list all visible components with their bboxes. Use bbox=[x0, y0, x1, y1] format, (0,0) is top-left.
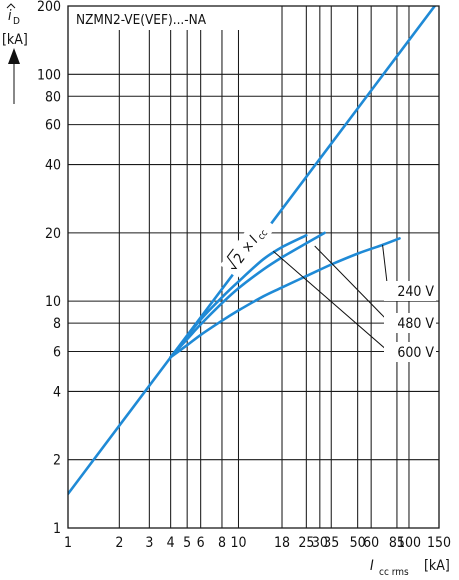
y-axis-sub: D bbox=[13, 16, 20, 27]
label-480-bg bbox=[384, 313, 436, 333]
label-600-bg bbox=[384, 342, 436, 362]
x-tick-label: 4 bbox=[167, 535, 175, 551]
x-tick-label: 85 bbox=[389, 535, 405, 551]
x-tick-label: 100 bbox=[397, 535, 421, 551]
label-240v: 240 V bbox=[397, 284, 434, 300]
x-tick-label: 2 bbox=[115, 535, 123, 551]
title-box bbox=[72, 6, 258, 30]
leader-600v bbox=[272, 250, 389, 352]
y-tick-labels: 1 2 4 6 8 10 20 40 60 80 100 200 bbox=[37, 0, 61, 537]
y-tick-label: 60 bbox=[45, 118, 61, 134]
x-tick-label: 25 bbox=[298, 535, 314, 551]
x-axis-sub: cc rms bbox=[379, 567, 409, 578]
series-line-600-v bbox=[169, 234, 308, 359]
series-line-480-v bbox=[169, 231, 326, 359]
x-axis-unit: [kA] bbox=[424, 558, 450, 574]
diagonal-series-label: 2 × I cc bbox=[219, 213, 277, 279]
x-tick-label: 60 bbox=[363, 535, 379, 551]
y-tick-label: 2 bbox=[53, 453, 61, 469]
y-tick-label: 6 bbox=[53, 344, 61, 360]
label-600v: 600 V bbox=[397, 345, 434, 361]
up-arrow-icon bbox=[8, 48, 20, 64]
plot-frame bbox=[67, 5, 440, 529]
y-tick-label: 40 bbox=[45, 158, 61, 174]
x-axis-symbol: I bbox=[370, 558, 374, 574]
y-tick-label: 1 bbox=[53, 521, 61, 537]
x-tick-label: 50 bbox=[350, 535, 366, 551]
series-line-240-v bbox=[169, 237, 401, 359]
y-tick-label: 10 bbox=[45, 294, 61, 310]
x-tick-label: 8 bbox=[218, 535, 226, 551]
x-tick-label: 150 bbox=[427, 535, 451, 551]
leader-480v bbox=[314, 245, 389, 322]
y-tick-label: 100 bbox=[37, 67, 61, 83]
y-axis-label: i D [kA] bbox=[2, 3, 28, 104]
label-240-bg bbox=[384, 281, 436, 301]
x-tick-label: 10 bbox=[230, 535, 246, 551]
x-tick-label: 1 bbox=[64, 535, 72, 551]
y-tick-label: 200 bbox=[37, 0, 61, 15]
x-tick-label: 6 bbox=[197, 535, 205, 551]
chart-title: NZMN2-VE(VEF)...-NA bbox=[76, 12, 207, 28]
x-tick-label: 30 bbox=[312, 535, 328, 551]
x-tick-label: 18 bbox=[274, 535, 290, 551]
y-tick-label: 80 bbox=[45, 89, 61, 105]
y-axis-symbol: i bbox=[8, 8, 12, 24]
hat-icon bbox=[6, 3, 16, 9]
x-tick-label: 5 bbox=[183, 535, 191, 551]
y-tick-label: 4 bbox=[53, 384, 61, 400]
x-axis-label: I cc rms [kA] bbox=[370, 558, 450, 578]
y-tick-label: 20 bbox=[45, 226, 61, 242]
x-tick-label: 35 bbox=[323, 535, 339, 551]
y-tick-label: 8 bbox=[53, 316, 61, 332]
x-tick-label: 3 bbox=[145, 535, 153, 551]
label-480v: 480 V bbox=[397, 316, 434, 332]
diag-label-bg bbox=[219, 213, 277, 279]
y-axis-unit: [kA] bbox=[2, 32, 28, 48]
sqrt-sign-icon bbox=[226, 248, 238, 269]
